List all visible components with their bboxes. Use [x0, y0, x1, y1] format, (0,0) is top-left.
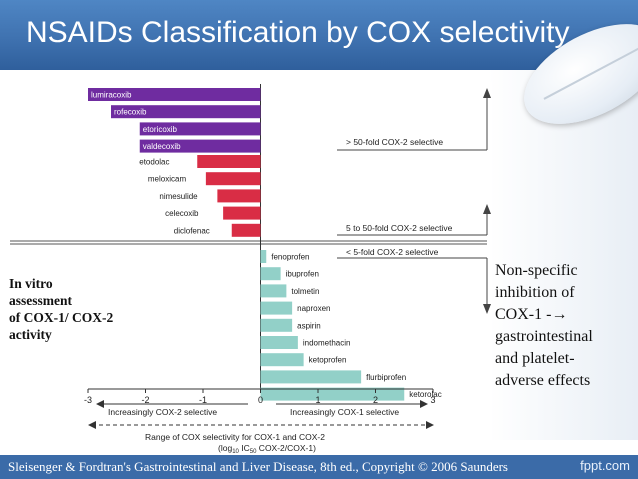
bar-label-meloxicam: meloxicam [148, 175, 187, 184]
bar-etodolac [197, 155, 261, 168]
bar-aspirin [260, 318, 293, 332]
bar-lumiracoxib [88, 88, 261, 101]
group-label-5-to-50: 5 to 50-fold COX-2 selective [346, 223, 453, 233]
x-left-label: Increasingly COX-2 selective [108, 407, 217, 417]
right-note-line-5: and platelet- [495, 350, 575, 367]
bar-label-etodolac: etodolac [139, 158, 169, 167]
cox-selectivity-chart: lumiracoxib rofecoxib etoricoxib valdecoxib… [10, 84, 491, 455]
bar-label-fenoprofen: fenoprofen [271, 253, 309, 262]
bar-nimesulide [217, 189, 261, 203]
range-arrowhead-left [88, 421, 96, 429]
x-tick-label-2: 2 [373, 395, 378, 405]
bar-ketoprofen [260, 353, 304, 367]
footer-citation: Sleisenger & Fordtran's Gastrointestinal… [8, 459, 508, 474]
bar-label-valdecoxib: valdecoxib [143, 142, 181, 151]
background-gradient [488, 70, 638, 440]
x-tick-label-1: 1 [315, 395, 320, 405]
left-note: In vitro assessment of COX-1/ COX-2 acti… [9, 275, 159, 343]
bar-label-naproxen: naproxen [297, 304, 330, 313]
range-label-ratio: COX-2/COX-1) [256, 443, 316, 453]
x-tick-label-0: 0 [258, 395, 263, 405]
title-banner: NSAIDs Classification by COX selectivity [0, 0, 638, 70]
x-right-label: Increasingly COX-1 selective [290, 407, 399, 417]
bar-label-celecoxib: celecoxib [165, 209, 199, 218]
bar-label-ibuprofen: ibuprofen [286, 270, 319, 279]
x-tick-label--3: -3 [84, 395, 92, 405]
bar-label-nimesulide: nimesulide [159, 192, 198, 201]
bar-tolmetin [260, 284, 287, 298]
group-label-under-5: < 5-fold COX-2 selective [346, 247, 439, 257]
bar-celecoxib [223, 206, 261, 220]
right-note: Non-specific inhibition of COX-1 -→ gast… [495, 260, 635, 392]
range-label-sub-10: 10 [232, 449, 239, 455]
bar-ketorolac [260, 387, 405, 401]
right-note-line-3: COX-1 -→ [495, 306, 568, 323]
chart-marks: lumiracoxib rofecoxib etoricoxib valdecoxib… [10, 84, 491, 429]
x-tick-label--2: -2 [141, 395, 149, 405]
group-label-over-50: > 50-fold COX-2 selective [346, 137, 443, 147]
x-tick-label--1: -1 [199, 395, 207, 405]
bracket-under-5-arrowhead [483, 304, 491, 314]
bar-flurbiprofen [260, 370, 362, 384]
bar-diclofenac [231, 223, 261, 237]
left-note-line-4: activity [9, 327, 52, 342]
bracket-over-50-arrowhead [483, 88, 491, 98]
bar-fenoprofen [260, 250, 267, 263]
bar-naproxen [260, 301, 293, 315]
bar-label-etoricoxib: etoricoxib [143, 125, 178, 134]
right-note-line-4: gastrointestinal [495, 328, 593, 345]
bar-ibuprofen [260, 267, 281, 281]
left-note-line-1: In vitro [9, 276, 53, 291]
right-note-line-6: adverse effects [495, 372, 591, 389]
bar-label-rofecoxib: rofecoxib [114, 108, 147, 117]
bar-label-ketorolac: ketorolac [409, 390, 441, 399]
bar-meloxicam [205, 172, 261, 186]
range-arrowhead-right [426, 421, 434, 429]
bar-etoricoxib [139, 122, 261, 136]
footer-brand-link[interactable]: fppt.com [580, 458, 630, 473]
footer-bar: Sleisenger & Fordtran's Gastrointestinal… [0, 455, 638, 479]
left-note-line-3: of COX-1/ COX-2 [9, 310, 114, 325]
bracket-5-to-50-arrowhead [483, 204, 491, 214]
bar-label-lumiracoxib: lumiracoxib [91, 91, 132, 100]
bar-rofecoxib [111, 105, 261, 119]
chart-panel: lumiracoxib rofecoxib etoricoxib valdecoxib… [0, 82, 492, 460]
range-label-ic: IC [239, 443, 250, 453]
bar-label-ketoprofen: ketoprofen [309, 356, 347, 365]
range-label-sub-50: 50 [250, 449, 257, 455]
range-label-line2: (log10 IC50 COX-2/COX-1) [218, 443, 316, 455]
range-label-line1: Range of COX selectivity for COX-1 and C… [145, 432, 325, 442]
range-label-prefix: (log [218, 443, 232, 453]
cox2-direction-arrowhead [96, 400, 104, 408]
bar-label-aspirin: aspirin [297, 321, 321, 330]
bar-label-diclofenac: diclofenac [174, 226, 210, 235]
bar-label-flurbiprofen: flurbiprofen [366, 373, 406, 382]
cox1-direction-arrowhead [420, 400, 428, 408]
bar-valdecoxib [139, 139, 261, 153]
right-note-line-1: Non-specific [495, 262, 578, 279]
right-note-line-2: inhibition of [495, 284, 575, 301]
bar-label-indomethacin: indomethacin [303, 339, 351, 348]
pill-score-line [543, 46, 638, 100]
bar-label-tolmetin: tolmetin [291, 287, 319, 296]
slide-title: NSAIDs Classification by COX selectivity [26, 16, 570, 49]
left-note-line-2: assessment [9, 293, 72, 308]
bar-indomethacin [260, 336, 298, 349]
x-tick-label-3: 3 [430, 395, 435, 405]
